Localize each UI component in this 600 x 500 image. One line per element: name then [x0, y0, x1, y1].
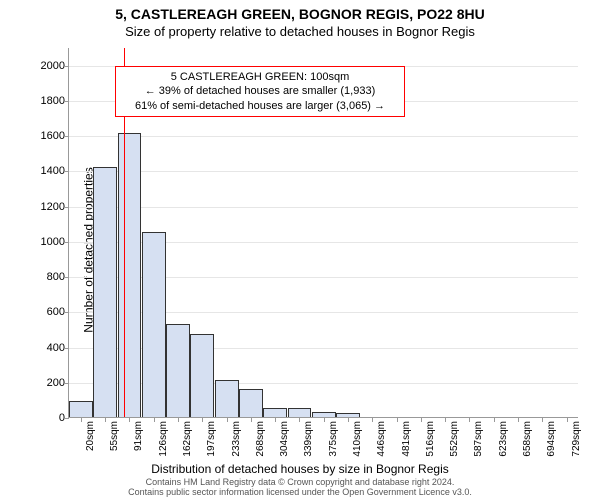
x-tick-label: 339sqm [303, 417, 314, 457]
histogram-bar [69, 401, 93, 417]
x-tick-label: 197sqm [206, 417, 217, 457]
x-tick-label: 162sqm [182, 417, 193, 457]
x-tick-label: 516sqm [425, 417, 436, 457]
x-tick-label: 658sqm [522, 417, 533, 457]
x-tick-label: 587sqm [473, 417, 484, 457]
x-tick-label: 375sqm [328, 417, 339, 457]
x-tick-label: 410sqm [352, 417, 363, 457]
histogram-bar [166, 324, 190, 417]
x-tick-label: 729sqm [571, 417, 582, 457]
x-tick-label: 268sqm [255, 417, 266, 457]
histogram-bar [288, 408, 312, 417]
histogram-bar [239, 389, 263, 417]
x-tick-label: 446sqm [376, 417, 387, 457]
x-axis-label: Distribution of detached houses by size … [0, 462, 600, 476]
footer-attribution: Contains HM Land Registry data © Crown c… [0, 478, 600, 498]
histogram-bar [142, 232, 166, 417]
x-tick-label: 20sqm [85, 417, 96, 451]
x-tick-label: 91sqm [133, 417, 144, 451]
x-tick-label: 552sqm [449, 417, 460, 457]
chart-plot-area: 020040060080010001200140016001800200020s… [68, 48, 578, 418]
histogram-bar [215, 380, 239, 417]
x-tick-label: 694sqm [546, 417, 557, 457]
annotation-box: 5 CASTLEREAGH GREEN: 100sqm← 39% of deta… [115, 66, 405, 117]
footer-line-2: Contains public sector information licen… [0, 488, 600, 498]
x-tick-label: 304sqm [279, 417, 290, 457]
histogram-bar [118, 133, 142, 417]
x-tick-label: 481sqm [401, 417, 412, 457]
x-tick-label: 55sqm [109, 417, 120, 451]
annotation-line: 61% of semi-detached houses are larger (… [122, 99, 398, 113]
histogram-bar [93, 167, 117, 417]
page-title: 5, CASTLEREAGH GREEN, BOGNOR REGIS, PO22… [0, 6, 600, 22]
annotation-line: 5 CASTLEREAGH GREEN: 100sqm [122, 70, 398, 84]
histogram-bar [263, 408, 287, 417]
page-subtitle: Size of property relative to detached ho… [0, 24, 600, 39]
annotation-line: ← 39% of detached houses are smaller (1,… [122, 84, 398, 98]
x-tick-label: 233sqm [231, 417, 242, 457]
histogram-bar [190, 334, 214, 417]
x-tick-label: 623sqm [498, 417, 509, 457]
x-tick-label: 126sqm [158, 417, 169, 457]
